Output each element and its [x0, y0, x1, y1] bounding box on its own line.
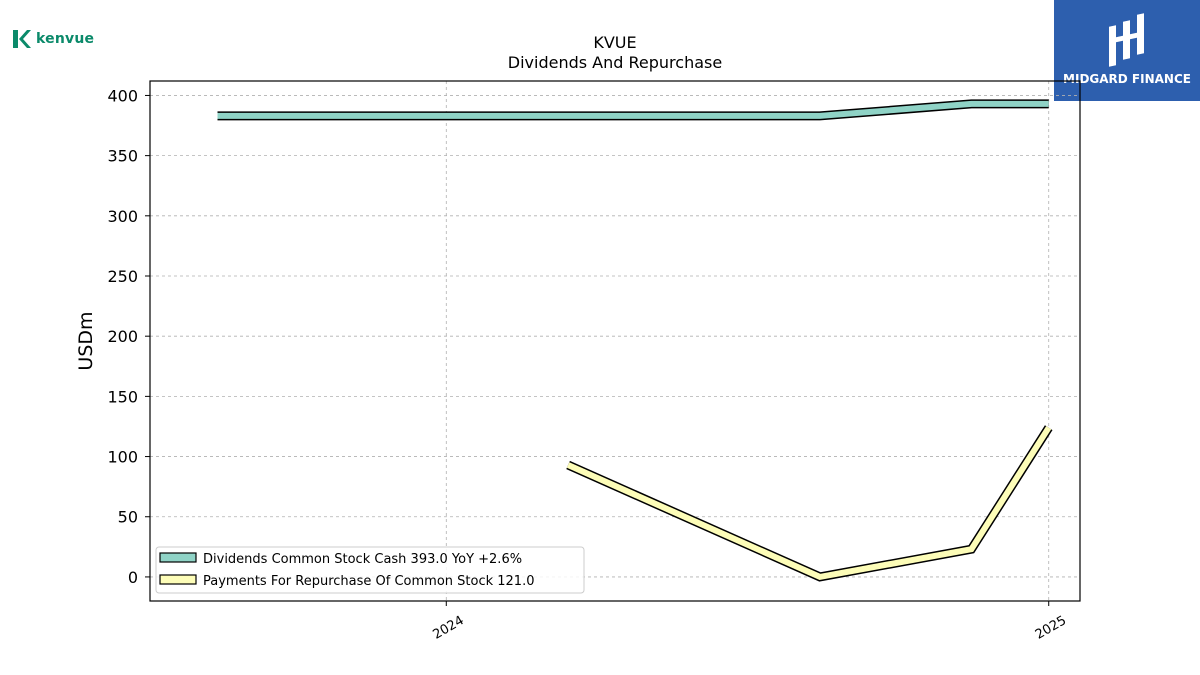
series-line-outline — [566, 425, 1053, 582]
y-tick-label: 400 — [107, 86, 138, 105]
y-tick-label: 0 — [128, 568, 138, 587]
midgard-logo-icon — [1109, 13, 1144, 67]
plot-frame — [149, 80, 1081, 602]
series-line — [217, 100, 1049, 119]
y-axis-label: USDm — [75, 311, 97, 370]
y-tick-label: 350 — [107, 147, 138, 166]
y-tick-label: 100 — [107, 448, 138, 467]
legend-box — [155, 546, 585, 594]
y-axis-ticks: 0 50 100 150 200 250 300 350 400 — [107, 86, 150, 587]
x-tick-label: 2025 — [1033, 613, 1069, 643]
y-tick-label: 200 — [107, 327, 138, 346]
legend-label-repurchase: Payments For Repurchase Of Common Stock … — [203, 574, 534, 589]
watermark-text: MIDGARD FINANCE — [1063, 72, 1191, 86]
y-tick-label: 250 — [107, 267, 138, 286]
legend-swatch-repurchase — [159, 574, 197, 585]
chart-title: KVUE — [593, 33, 636, 52]
series-line — [566, 426, 1052, 581]
y-tick-label: 150 — [107, 387, 138, 406]
y-tick-label: 50 — [118, 508, 138, 527]
y-tick-label: 300 — [107, 207, 138, 226]
grid — [150, 81, 1080, 601]
legend-label-dividends: Dividends Common Stock Cash 393.0 YoY +2… — [203, 552, 522, 567]
x-axis-ticks: 2024 2025 — [430, 601, 1069, 643]
watermark: MIDGARD FINANCE — [1054, 0, 1200, 101]
brand-name: kenvue — [36, 31, 95, 47]
chart-subtitle: Dividends And Repurchase — [508, 53, 722, 72]
x-tick-label: 2024 — [430, 613, 466, 643]
legend-swatch-dividends — [159, 552, 197, 563]
legend: Dividends Common Stock Cash 393.0 YoY +2… — [155, 546, 585, 594]
brand-logo: kenvue — [12, 29, 94, 49]
series-layer — [217, 99, 1053, 582]
kenvue-logo-icon — [13, 30, 31, 48]
